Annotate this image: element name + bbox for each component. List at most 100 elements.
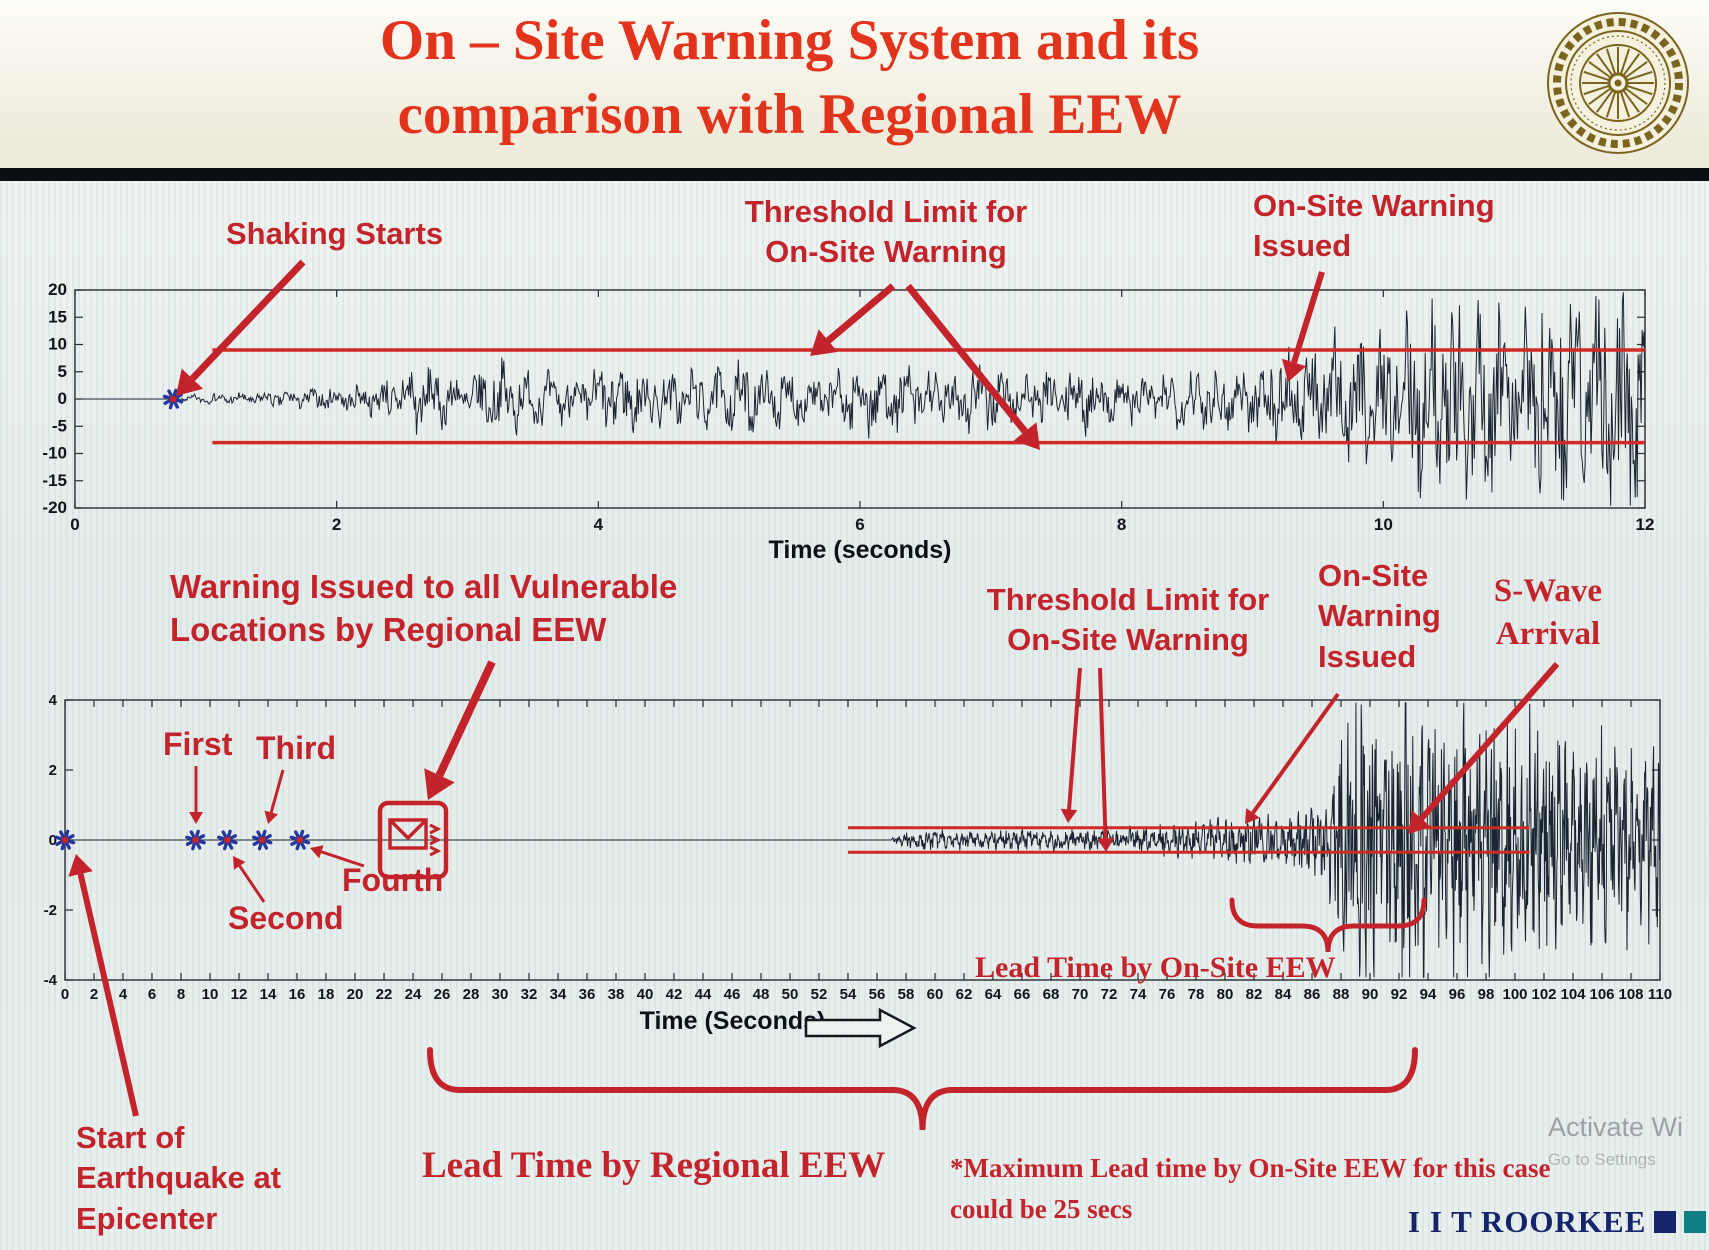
brand-text: I I T ROORKEE [1408, 1204, 1647, 1239]
svg-text:68: 68 [1043, 986, 1060, 1003]
svg-text:12: 12 [231, 986, 248, 1003]
svg-text:16: 16 [289, 986, 306, 1003]
label-threshold-limit-top: Threshold Limit for On-Site Warning [744, 194, 1028, 270]
brand-square-icon [1684, 1211, 1707, 1233]
svg-text:-15: -15 [42, 471, 67, 490]
bottom-seismogram-chart: 0 2 4 6 8 10 12 14 16 18 20 22 24 26 28 30 32 34 36 38 40 42 4… [44, 692, 1672, 1035]
label-max-lead-time-note: *Maximum Lead time by On-Site EEW for th… [950, 1153, 1551, 1224]
svg-text:4: 4 [49, 692, 58, 709]
svg-text:110: 110 [1648, 986, 1672, 1003]
svg-text:8: 8 [1117, 515, 1126, 534]
title-divider [0, 168, 1709, 181]
chakra-spokes-icon [1582, 47, 1654, 119]
svg-text:90: 90 [1362, 986, 1379, 1003]
svg-text:10: 10 [202, 986, 219, 1003]
svg-text:94: 94 [1420, 986, 1437, 1003]
event-star-icon [289, 829, 311, 851]
svg-text:34: 34 [550, 986, 567, 1003]
title-bar: On – Site Warning System and its compari… [0, 0, 1709, 168]
svg-text:102: 102 [1531, 986, 1556, 1003]
svg-text:-20: -20 [42, 498, 67, 517]
svg-text:76: 76 [1159, 986, 1176, 1003]
svg-text:82: 82 [1246, 986, 1263, 1003]
svg-text:-5: -5 [52, 416, 67, 435]
warning-message-envelope-icon [377, 800, 449, 880]
svg-text:-2: -2 [44, 902, 57, 919]
svg-text:42: 42 [666, 986, 683, 1003]
title-line-1: On – Site Warning System and its [379, 9, 1200, 72]
svg-text:52: 52 [811, 986, 828, 1003]
svg-text:50: 50 [782, 986, 799, 1003]
svg-text:4: 4 [594, 515, 604, 534]
svg-text:-4: -4 [44, 972, 58, 989]
event-star-icon [252, 829, 273, 851]
svg-text:24: 24 [405, 986, 422, 1003]
event-star-icon [162, 388, 184, 410]
svg-text:28: 28 [463, 986, 480, 1003]
top-seismogram-chart: 0 2 4 6 8 10 12 20 15 10 5 0 -5 -10 -15 -20 Time (second… [42, 280, 1655, 564]
svg-text:44: 44 [695, 986, 712, 1003]
svg-text:64: 64 [985, 986, 1002, 1003]
svg-text:20: 20 [347, 986, 364, 1003]
svg-text:58: 58 [898, 986, 915, 1003]
svg-text:0: 0 [61, 986, 69, 1003]
label-lead-time-onsite: Lead Time by On-Site EEW [975, 951, 1336, 984]
event-star-icon [185, 829, 206, 851]
svg-text:60: 60 [927, 986, 944, 1003]
svg-text:2: 2 [332, 515, 341, 534]
svg-text:74: 74 [1130, 986, 1147, 1003]
svg-text:14: 14 [260, 986, 277, 1003]
svg-text:70: 70 [1072, 986, 1089, 1003]
svg-text:72: 72 [1101, 986, 1118, 1003]
svg-text:26: 26 [434, 986, 451, 1003]
svg-text:0: 0 [58, 389, 67, 408]
svg-text:106: 106 [1589, 986, 1614, 1003]
svg-text:62: 62 [956, 986, 973, 1003]
svg-text:22: 22 [376, 986, 393, 1003]
label-threshold-limit-bottom: Threshold Limit for On-Site Warning [986, 582, 1270, 658]
svg-text:40: 40 [637, 986, 654, 1003]
svg-text:54: 54 [840, 986, 857, 1003]
svg-text:12: 12 [1636, 515, 1655, 534]
event-star-icon [217, 829, 238, 851]
svg-text:96: 96 [1449, 986, 1466, 1003]
svg-text:30: 30 [492, 986, 509, 1003]
svg-text:104: 104 [1560, 986, 1586, 1003]
svg-text:8: 8 [177, 986, 185, 1003]
svg-text:100: 100 [1502, 986, 1527, 1003]
label-lead-time-regional: Lead Time by Regional EEW [422, 1145, 886, 1186]
label-third-warning: Third [256, 730, 336, 766]
svg-text:66: 66 [1014, 986, 1031, 1003]
svg-text:Time (seconds): Time (seconds) [769, 536, 952, 564]
svg-text:6: 6 [148, 986, 156, 1003]
label-second-warning: Second [228, 900, 344, 936]
label-warning-issued-regional: Warning Issued to all Vulnerable Locatio… [170, 568, 678, 648]
svg-text:0: 0 [70, 515, 79, 534]
svg-text:88: 88 [1333, 986, 1350, 1003]
label-shaking-starts: Shaking Starts [226, 216, 444, 251]
svg-text:18: 18 [318, 986, 335, 1003]
svg-text:92: 92 [1391, 986, 1408, 1003]
iit-roorkee-logo [1547, 12, 1689, 154]
label-onsite-warning-issued-bottom: On-Site Warning Issued [1318, 558, 1441, 674]
svg-text:20: 20 [48, 280, 67, 299]
svg-text:38: 38 [608, 986, 625, 1003]
svg-text:Time (Seconds): Time (Seconds) [640, 1007, 826, 1035]
svg-text:0: 0 [49, 832, 57, 849]
iit-roorkee-wordmark: I I T ROORKEE [1408, 1204, 1707, 1240]
activate-windows-watermark-sub: Go to Settings [1548, 1150, 1656, 1169]
svg-text:15: 15 [48, 307, 67, 326]
label-first-warning: First [163, 726, 233, 762]
svg-text:84: 84 [1275, 986, 1292, 1003]
svg-text:2: 2 [90, 986, 98, 1003]
svg-text:4: 4 [119, 986, 128, 1003]
svg-text:98: 98 [1478, 986, 1495, 1003]
svg-text:78: 78 [1188, 986, 1205, 1003]
activate-windows-watermark: Activate Wi [1548, 1112, 1684, 1142]
svg-text:48: 48 [753, 986, 770, 1003]
svg-text:5: 5 [58, 362, 67, 381]
svg-text:2: 2 [49, 762, 57, 779]
svg-text:86: 86 [1304, 986, 1321, 1003]
svg-text:-10: -10 [42, 444, 67, 463]
